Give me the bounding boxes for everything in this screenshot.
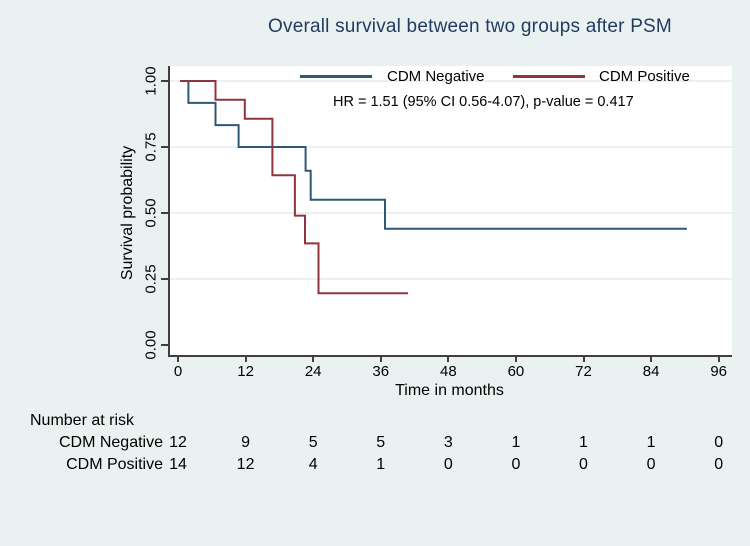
- risk-count: 0: [579, 456, 588, 473]
- y-tick-label: 0.00: [142, 330, 160, 360]
- hr-annotation: HR = 1.51 (95% CI 0.56-4.07), p-value = …: [333, 94, 634, 110]
- x-tick: [650, 357, 653, 362]
- x-tick-label: 96: [710, 363, 728, 380]
- survival-curves-svg: [170, 80, 732, 295]
- y-tick: [161, 80, 168, 82]
- risk-row-label-cdm-negative: CDM Negative: [58, 434, 163, 451]
- risk-count: 0: [714, 434, 724, 451]
- y-tick: [161, 146, 168, 148]
- y-tick: [161, 278, 168, 280]
- risk-count: 1: [376, 456, 386, 473]
- risk-count: 1: [511, 434, 521, 451]
- legend-line-cdm-negative: [300, 75, 372, 78]
- legend-label-cdm-negative: CDM Negative: [387, 68, 485, 85]
- y-tick: [161, 212, 168, 214]
- risk-count: 0: [646, 456, 656, 473]
- risk-count: 5: [308, 434, 318, 451]
- risk-count: 1: [579, 434, 588, 451]
- x-tick: [312, 357, 315, 362]
- x-tick-label: 12: [237, 363, 254, 380]
- y-tick: [161, 344, 168, 346]
- survival-curve-cdm-positive: [180, 80, 409, 295]
- x-tick-label: 60: [507, 363, 525, 380]
- risk-count: 12: [169, 434, 187, 451]
- risk-count: 1: [646, 434, 656, 451]
- x-tick-label: 0: [173, 363, 183, 380]
- x-tick: [447, 357, 450, 362]
- x-tick: [514, 357, 517, 362]
- x-axis-title: Time in months: [395, 382, 504, 399]
- risk-count: 9: [241, 434, 251, 451]
- y-tick-label: 0.50: [142, 198, 160, 228]
- x-tick-label: 36: [372, 363, 390, 380]
- risk-table-heading: Number at risk: [30, 412, 135, 429]
- risk-count: 0: [443, 456, 453, 473]
- y-tick-label: 0.75: [142, 132, 160, 162]
- x-tick: [379, 357, 382, 362]
- risk-count: 0: [714, 456, 724, 473]
- risk-count: 3: [443, 434, 453, 451]
- risk-count: 12: [236, 456, 255, 473]
- y-tick-label: 1.00: [142, 66, 160, 96]
- plot-area: [168, 66, 732, 357]
- y-axis-title: Survival probability: [119, 145, 136, 281]
- x-tick-label: 72: [575, 363, 592, 380]
- risk-count: 5: [376, 434, 386, 451]
- x-tick-label: 84: [642, 363, 660, 380]
- risk-count: 4: [308, 456, 318, 473]
- x-tick: [244, 357, 247, 362]
- x-tick: [582, 357, 585, 362]
- legend-label-cdm-positive: CDM Positive: [599, 68, 690, 85]
- risk-count: 14: [169, 456, 187, 473]
- x-tick: [717, 357, 720, 362]
- x-tick: [177, 357, 179, 362]
- x-tick-label: 24: [304, 363, 322, 380]
- chart-title: Overall survival between two groups afte…: [268, 16, 672, 37]
- risk-count: 0: [511, 456, 521, 473]
- risk-row-label-cdm-positive: CDM Positive: [66, 456, 163, 473]
- x-tick-label: 48: [439, 363, 457, 380]
- legend-line-cdm-positive: [513, 75, 585, 78]
- y-tick-label: 0.25: [142, 264, 160, 294]
